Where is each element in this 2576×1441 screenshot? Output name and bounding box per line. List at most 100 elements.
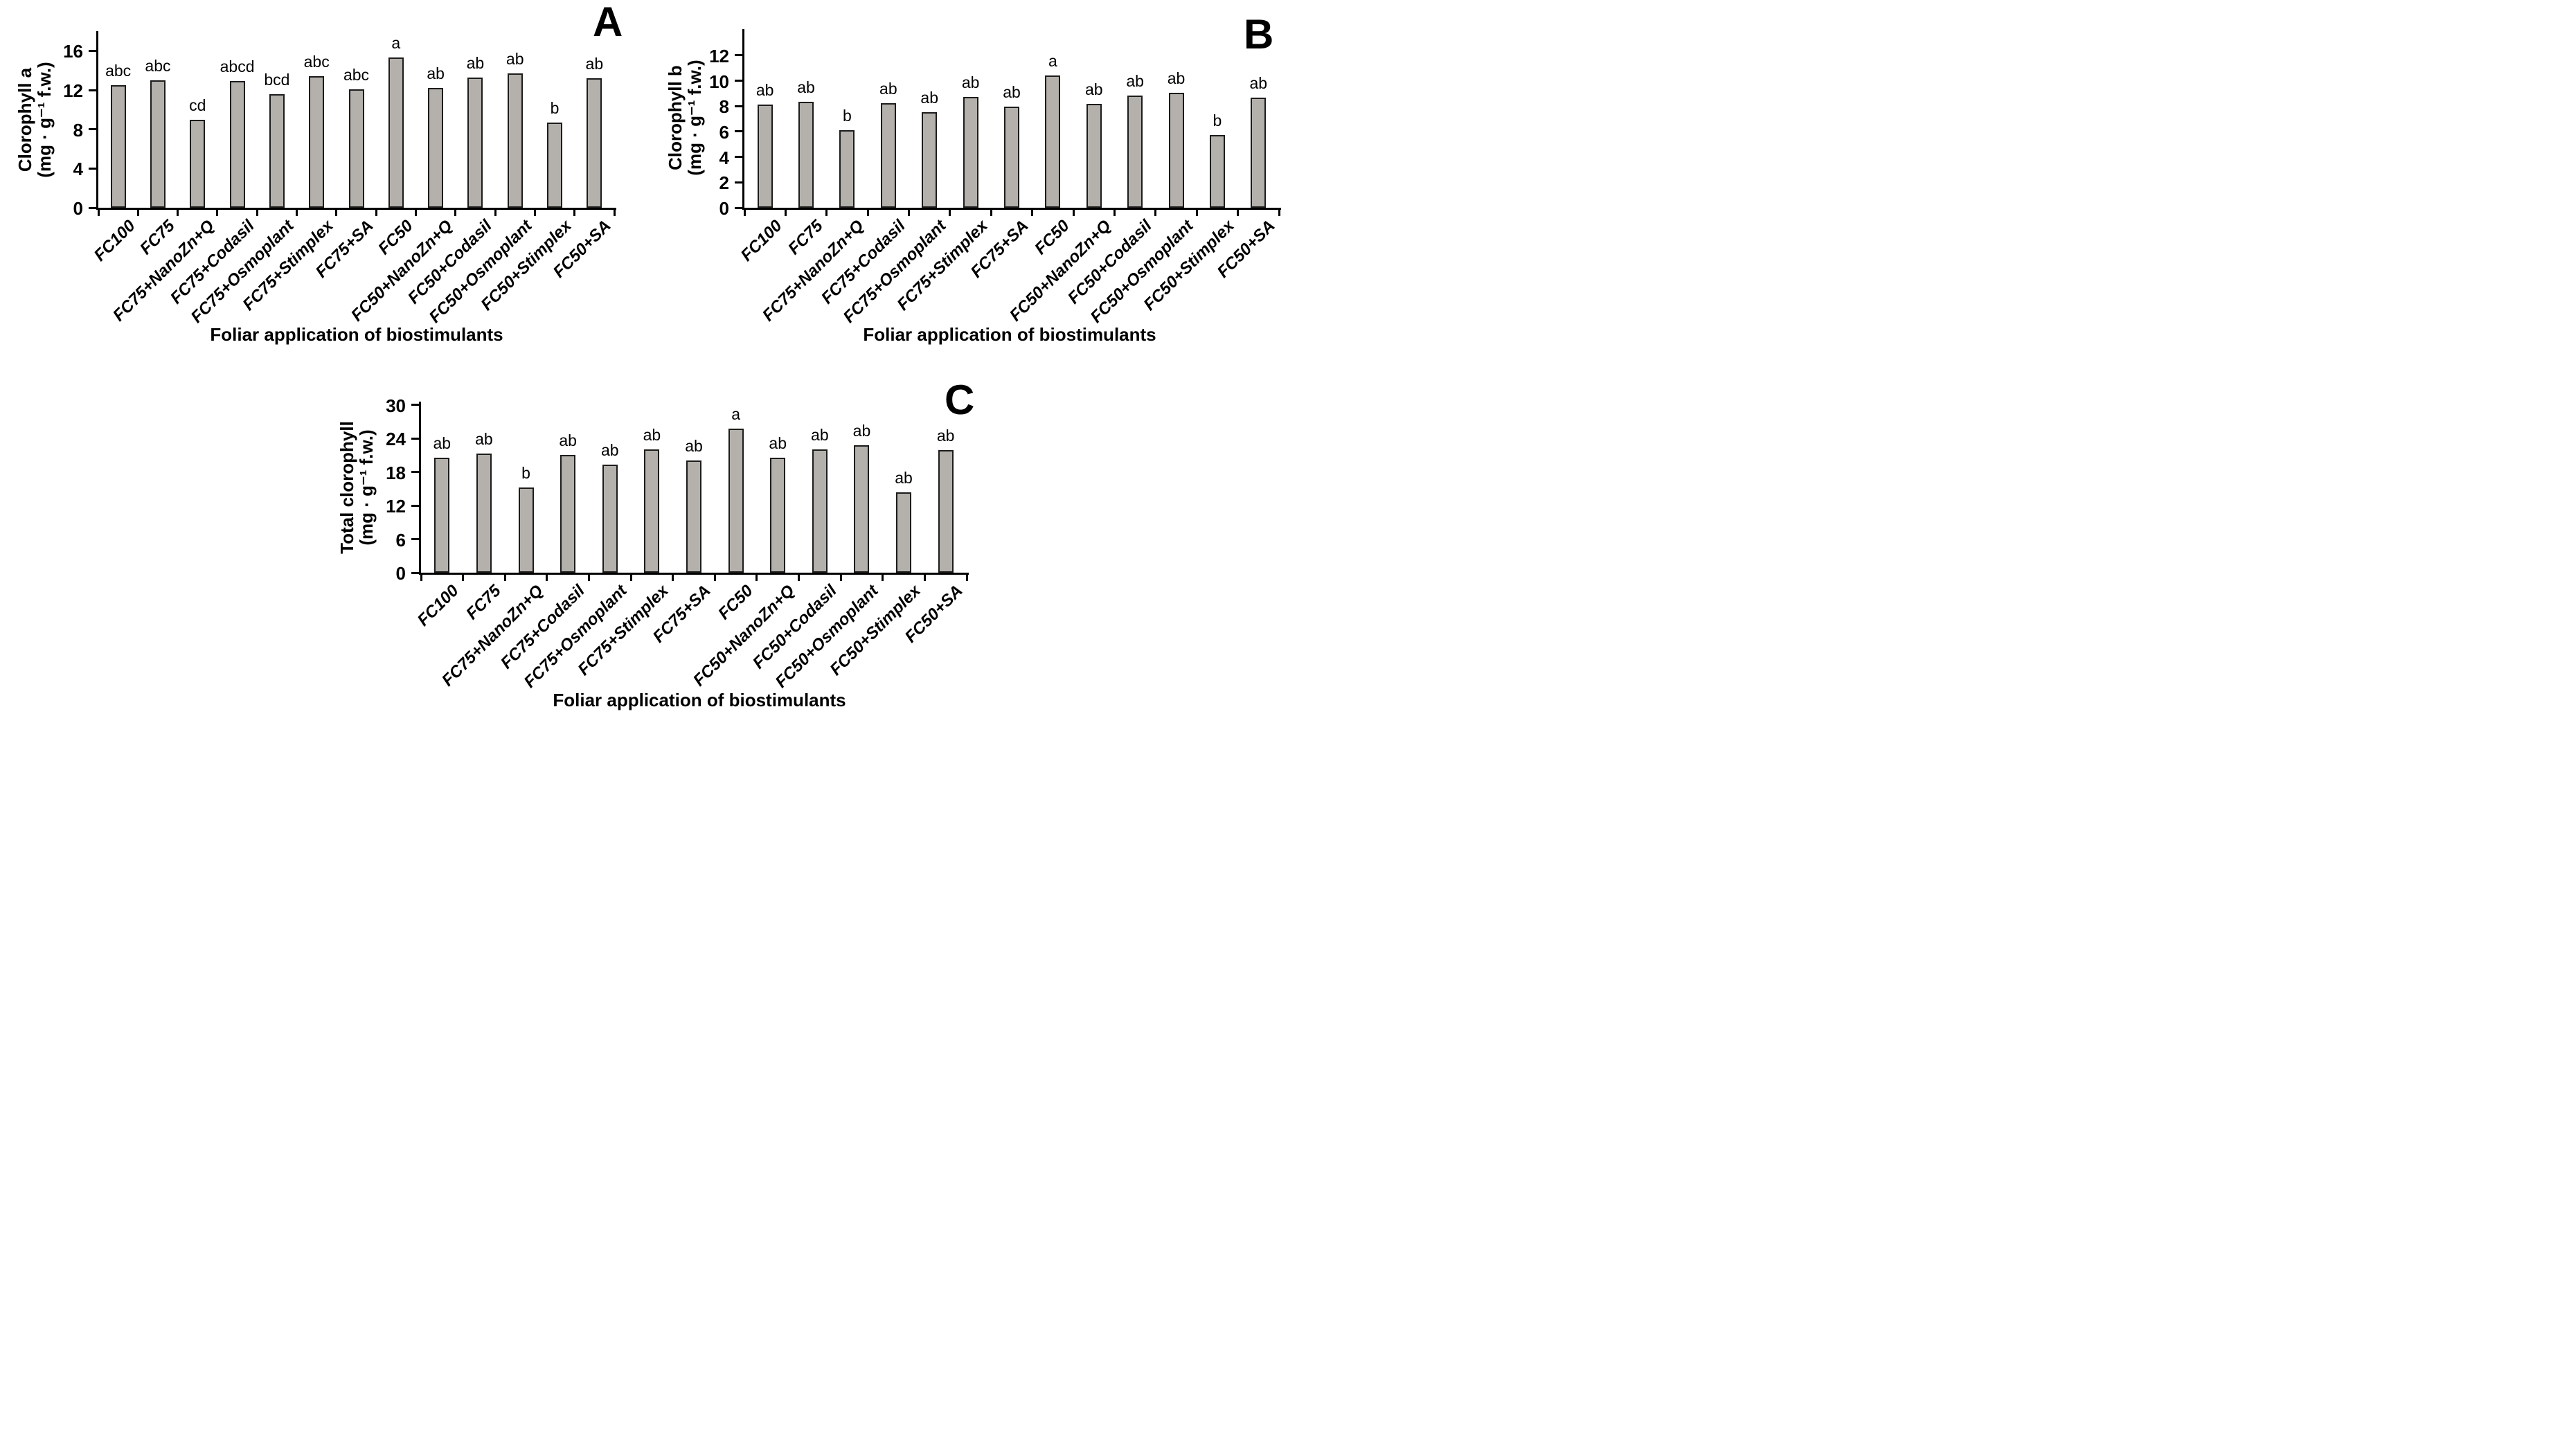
panel-c-y-axis-label: Total clorophyll (mg · g⁻¹ f.w.) xyxy=(337,384,377,591)
panel-c-y-axis-label-line1: Total clorophyll xyxy=(337,421,357,554)
panel-b-y-tick xyxy=(735,181,744,184)
sig-letter-FC100: ab xyxy=(433,433,451,452)
sig-letter-FC50+NanoZn+Q: ab xyxy=(769,433,787,452)
sig-letter-FC50+SA: ab xyxy=(936,427,955,445)
panel-a-y-tick-label: 16 xyxy=(63,41,83,62)
sig-letter-FC50+Codasil: ab xyxy=(466,53,485,72)
bar-FC100 xyxy=(757,105,773,208)
panel-a-x-tick xyxy=(613,210,616,216)
bar-FC75+Stimplex xyxy=(309,76,325,208)
panel-c-y-tick-label: 24 xyxy=(386,429,406,450)
bar-FC75+NanoZn+Q xyxy=(190,119,206,208)
bar-FC75+Codasil xyxy=(880,102,896,208)
panel-b-x-tick xyxy=(949,210,951,216)
panel-b-y-tick-label: 4 xyxy=(719,147,729,168)
bar-FC75+Stimplex xyxy=(644,449,660,573)
bar-FC75+Codasil xyxy=(560,454,576,573)
panel-b-x-tick xyxy=(1195,210,1198,216)
panel-b-x-tick xyxy=(1237,210,1240,216)
sig-letter-FC50: a xyxy=(731,404,740,423)
panel-c-x-axis-title: Foliar application of biostimulants xyxy=(553,690,846,710)
sig-letter-FC75+Osmoplant: ab xyxy=(600,441,619,460)
panel-c-x-tick xyxy=(923,575,926,581)
panel-b-x-tick xyxy=(1031,210,1034,216)
panel-c-y-tick-label: 30 xyxy=(386,395,406,416)
panel-a-y-tick xyxy=(89,89,98,91)
panel-b-x-axis-title: Foliar application of biostimulants xyxy=(863,324,1156,345)
panel-a-y-axis xyxy=(96,31,98,210)
panel-b-y-tick xyxy=(735,105,744,107)
sig-letter-FC75+Osmoplant: bcd xyxy=(264,70,290,89)
sig-letter-FC75+SA: abc xyxy=(343,65,370,84)
panel-a-x-tick xyxy=(533,210,536,216)
panel-c-x-tick xyxy=(503,575,506,581)
panel-b-y-tick xyxy=(735,54,744,57)
panel-c-y-tick-label: 6 xyxy=(395,529,406,551)
bar-FC50 xyxy=(388,57,404,208)
sig-letter-FC50+Osmoplant: ab xyxy=(506,49,524,68)
panel-a-y-tick xyxy=(89,49,98,52)
bar-FC75+SA xyxy=(686,460,701,573)
panel-c-y-tick-label: 0 xyxy=(395,563,406,584)
bar-FC75 xyxy=(150,80,166,208)
sig-letter-FC75: abc xyxy=(145,56,171,75)
panel-b-y-tick-label: 2 xyxy=(719,172,729,194)
panel-c-x-tick xyxy=(672,575,674,581)
panel-b-x-tick xyxy=(908,210,911,216)
bar-FC50+Codasil xyxy=(1127,95,1143,208)
bar-FC50+NanoZn+Q xyxy=(1086,103,1102,208)
bar-FC75 xyxy=(798,101,814,208)
sig-letter-FC75: ab xyxy=(797,78,815,96)
bar-FC50 xyxy=(1045,75,1061,208)
panel-c-y-axis-label-line2: (mg · g⁻¹ f.w.) xyxy=(356,429,377,546)
figure: Clorophyll a (mg · g⁻¹ f.w.) Foliar appl… xyxy=(0,0,1288,720)
panel-c-y-tick xyxy=(411,504,421,507)
bar-FC50 xyxy=(728,428,744,573)
x-tick-label-FC100: FC100 xyxy=(413,581,463,630)
panel-a-x-tick xyxy=(216,210,219,216)
panel-a-x-axis xyxy=(96,208,616,210)
sig-letter-FC75+Codasil: abcd xyxy=(220,57,255,76)
sig-letter-FC50+Osmoplant: ab xyxy=(1167,69,1186,88)
panel-c-x-tick xyxy=(755,575,758,581)
x-tick-label-FC100: FC100 xyxy=(737,216,786,265)
bar-FC75+SA xyxy=(1004,107,1019,208)
panel-c-y-axis xyxy=(419,402,421,575)
bar-FC100 xyxy=(110,84,126,208)
sig-letter-FC50+SA: ab xyxy=(585,55,604,73)
bar-FC75+SA xyxy=(348,89,364,208)
sig-letter-FC100: ab xyxy=(755,81,774,100)
bar-FC50+SA xyxy=(587,78,602,208)
panel-a-x-tick xyxy=(414,210,417,216)
panel-c-y-tick xyxy=(411,437,421,440)
sig-letter-FC75+Codasil: ab xyxy=(879,79,897,98)
panel-a-x-tick xyxy=(335,210,338,216)
sig-letter-FC75+NanoZn+Q: b xyxy=(843,107,852,125)
sig-letter-FC50+Osmoplant: ab xyxy=(852,421,871,440)
panel-a-x-tick xyxy=(494,210,497,216)
panel-c-x-tick xyxy=(420,575,422,581)
panel-b-y-axis xyxy=(742,29,744,210)
bar-FC75+Codasil xyxy=(229,81,245,208)
panel-c-x-tick xyxy=(587,575,590,581)
bar-FC75+NanoZn+Q xyxy=(839,130,855,208)
panel-c-x-tick xyxy=(629,575,632,581)
panel-a-y-tick xyxy=(89,206,98,209)
sig-letter-FC75+NanoZn+Q: b xyxy=(521,464,530,483)
panel-c-x-tick xyxy=(713,575,716,581)
panel-c-x-tick xyxy=(965,575,968,581)
sig-letter-FC75: ab xyxy=(475,430,493,449)
panel-a-x-tick xyxy=(136,210,139,216)
panel-b-x-tick xyxy=(1154,210,1157,216)
panel-b-y-tick-label: 8 xyxy=(719,96,729,118)
sig-letter-FC50+Stimplex: b xyxy=(550,98,560,117)
panel-b-x-tick xyxy=(1278,210,1280,216)
bar-FC50+NanoZn+Q xyxy=(428,88,444,208)
panel-c-x-tick xyxy=(882,575,884,581)
panel-a-y-tick-label: 12 xyxy=(63,80,83,101)
x-tick-label-FC100: FC100 xyxy=(90,216,139,265)
panel-b-y-tick-label: 0 xyxy=(719,198,729,219)
panel-b-x-tick xyxy=(743,210,746,216)
panel-a-x-tick xyxy=(375,210,377,216)
sig-letter-FC50: a xyxy=(1048,52,1057,71)
